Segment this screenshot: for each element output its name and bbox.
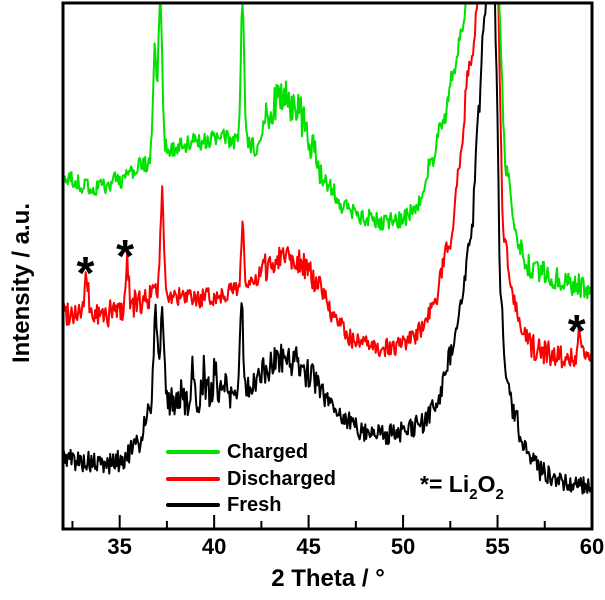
annotation-star: * <box>420 471 429 497</box>
legend: Charged Discharged Fresh <box>166 439 336 519</box>
x-tick-label-45: 45 <box>296 534 321 559</box>
legend-label-charged: Charged <box>227 441 309 464</box>
annotation-eq: = Li <box>428 471 470 497</box>
annotation-sub2: 2 <box>495 486 504 503</box>
curve-fresh <box>63 3 592 495</box>
legend-item-charged: Charged <box>166 439 336 466</box>
legend-item-discharged: Discharged <box>166 466 336 493</box>
li2o2-annotation: *= Li2O2 <box>420 471 504 502</box>
x-tick-label-40: 40 <box>201 534 227 559</box>
li2o2-asterisk-marker: * <box>567 304 586 357</box>
legend-item-fresh: Fresh <box>166 492 336 519</box>
li2o2-asterisk-marker: * <box>76 247 95 299</box>
legend-label-discharged: Discharged <box>227 467 336 490</box>
curve-discharged <box>63 3 592 369</box>
x-tick-label-35: 35 <box>107 534 132 559</box>
y-axis-title: Intensity / a.u. <box>8 202 35 364</box>
x-tick-label-50: 50 <box>390 534 416 559</box>
annotation-el: O <box>477 471 496 497</box>
x-tick-label-60: 60 <box>579 534 605 559</box>
x-axis-title: 2 Theta / ° <box>271 565 385 592</box>
legend-line-fresh <box>166 503 220 508</box>
annotation-sub1: 2 <box>469 486 478 503</box>
x-tick-label-55: 55 <box>485 534 510 559</box>
li2o2-asterisk-marker: * <box>116 230 135 283</box>
legend-label-fresh: Fresh <box>227 494 282 517</box>
legend-line-charged <box>166 450 220 455</box>
legend-line-discharged <box>166 476 220 481</box>
curve-charged <box>63 3 592 300</box>
plot-frame <box>61 1 594 531</box>
